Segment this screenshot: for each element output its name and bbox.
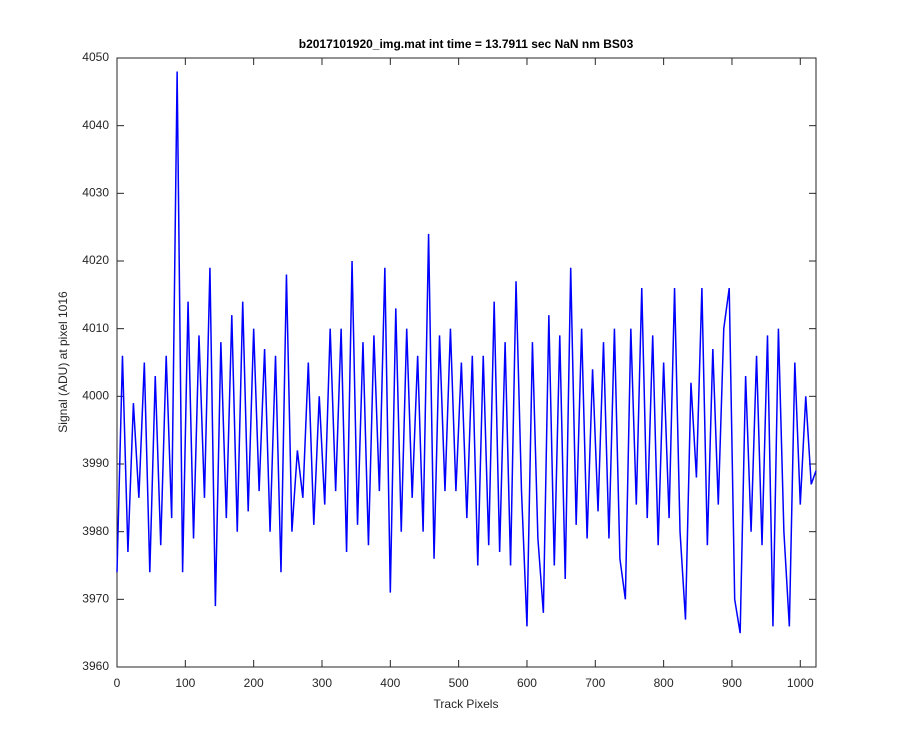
- y-axis-label: Signal (ADU) at pixel 1016: [56, 291, 70, 433]
- y-tick-label: 4030: [82, 186, 109, 200]
- x-tick-label: 0: [114, 676, 121, 690]
- y-tick-label: 3970: [82, 592, 109, 606]
- y-tick-label: 4040: [82, 118, 109, 132]
- data-line: [116, 71, 817, 634]
- x-tick-label: 400: [380, 676, 400, 690]
- y-tick-label: 4000: [82, 389, 109, 403]
- x-tick-label: 300: [312, 676, 332, 690]
- y-tick-label: 3990: [82, 456, 109, 470]
- y-tick-label: 3960: [82, 659, 109, 673]
- y-tick-label: 4020: [82, 253, 109, 267]
- y-tick-label: 3980: [82, 524, 109, 538]
- x-tick-label: 100: [175, 676, 195, 690]
- chart-title: b2017101920_img.mat int time = 13.7911 s…: [299, 37, 634, 51]
- x-tick-label: 600: [517, 676, 537, 690]
- x-tick-label: 200: [244, 676, 264, 690]
- x-axis-label: Track Pixels: [434, 697, 499, 711]
- x-tick-label: 900: [722, 676, 742, 690]
- x-tick-label: 500: [449, 676, 469, 690]
- x-tick-label: 1000: [787, 676, 814, 690]
- y-tick-label: 4050: [82, 50, 109, 64]
- x-tick-label: 800: [654, 676, 674, 690]
- y-tick-label: 4010: [82, 321, 109, 335]
- x-tick-label: 700: [585, 676, 605, 690]
